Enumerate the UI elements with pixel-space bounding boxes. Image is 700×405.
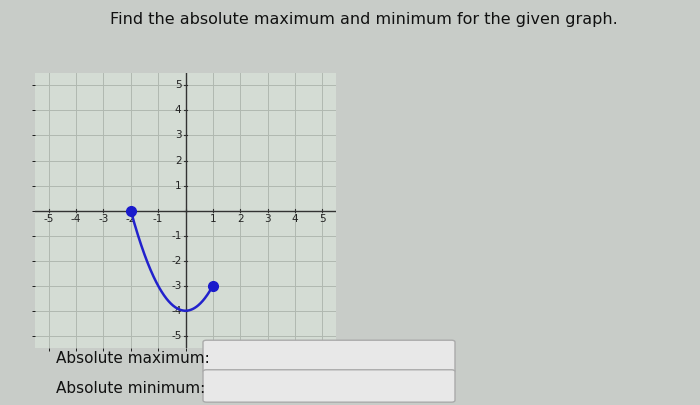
FancyBboxPatch shape [203, 340, 455, 373]
Text: -1: -1 [153, 214, 163, 224]
Text: 5: 5 [319, 214, 326, 224]
Text: 3: 3 [265, 214, 271, 224]
Text: -3: -3 [171, 281, 181, 291]
Text: 4: 4 [175, 105, 181, 115]
Text: -5: -5 [43, 214, 54, 224]
Text: Find the absolute maximum and minimum for the given graph.: Find the absolute maximum and minimum fo… [110, 12, 618, 27]
Text: -2: -2 [125, 214, 136, 224]
Text: -4: -4 [71, 214, 81, 224]
Text: Absolute maximum:: Absolute maximum: [56, 351, 210, 366]
Text: -5: -5 [171, 331, 181, 341]
Text: Absolute minimum:: Absolute minimum: [56, 381, 205, 396]
Text: 4: 4 [292, 214, 298, 224]
FancyBboxPatch shape [203, 370, 455, 402]
Text: 1: 1 [209, 214, 216, 224]
Text: 5: 5 [175, 81, 181, 90]
Text: 1: 1 [175, 181, 181, 191]
Text: -3: -3 [98, 214, 108, 224]
Text: 2: 2 [175, 156, 181, 166]
Text: 2: 2 [237, 214, 244, 224]
Text: -1: -1 [171, 230, 181, 241]
Text: 3: 3 [175, 130, 181, 141]
Text: -2: -2 [171, 256, 181, 266]
Text: -4: -4 [171, 306, 181, 316]
